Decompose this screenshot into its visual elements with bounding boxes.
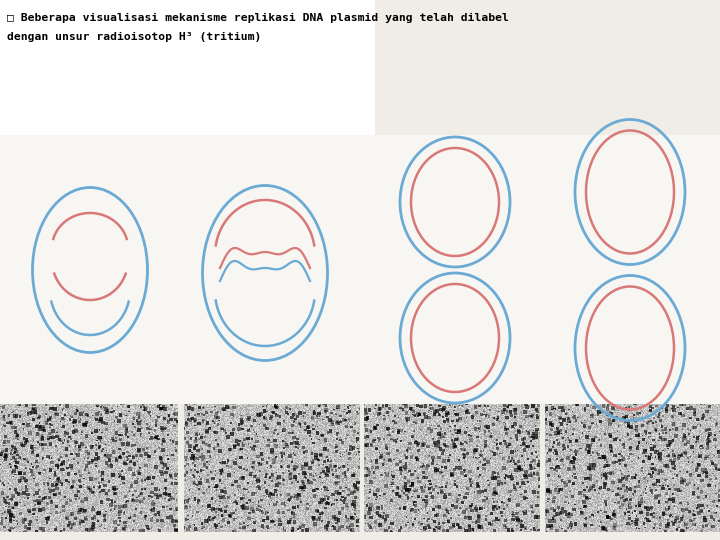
Bar (0, 135, 720, 405)
Bar (0, 0, 375, 135)
Bar (0, 532, 720, 540)
Text: dengan unsur radioisotop H³ (tritium): dengan unsur radioisotop H³ (tritium) (7, 32, 261, 42)
Text: □ Beberapa visualisasi mekanisme replikasi DNA plasmid yang telah dilabel: □ Beberapa visualisasi mekanisme replika… (7, 13, 509, 23)
Bar (0, 399, 720, 404)
